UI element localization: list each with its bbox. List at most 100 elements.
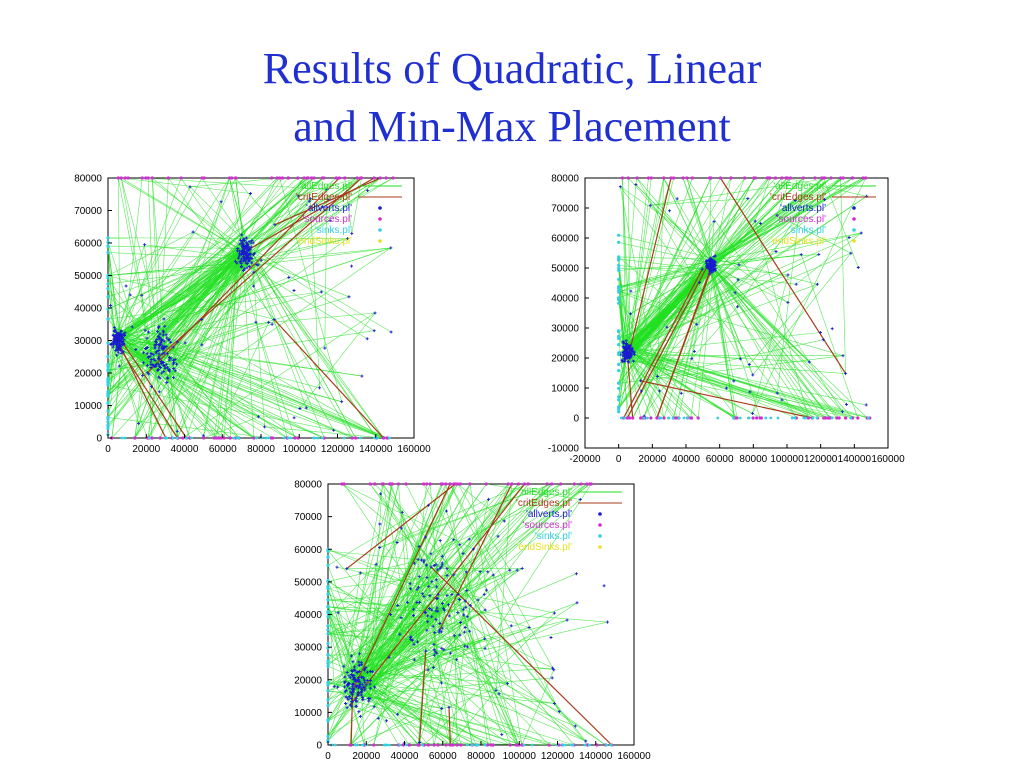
edge-line: [158, 347, 384, 439]
edge-line: [238, 177, 278, 259]
sink-point: [646, 416, 649, 420]
vertex-point: [363, 680, 367, 684]
vertex-point: [372, 705, 376, 709]
source-point: [861, 176, 865, 180]
edge-line: [710, 266, 741, 359]
vertex-point: [400, 510, 404, 514]
vertex-point: [708, 267, 712, 271]
source-point: [655, 416, 659, 420]
edge-line: [486, 483, 581, 500]
source-point: [674, 416, 678, 420]
x-tick-label: 160000: [871, 454, 905, 465]
source-point: [334, 176, 338, 180]
edge-line: [367, 671, 508, 684]
vertex-point: [188, 185, 192, 189]
edge-line: [754, 221, 809, 419]
source-point: [425, 482, 429, 486]
vertex-point: [502, 519, 506, 523]
sink-point: [326, 584, 330, 589]
vertex-point: [411, 614, 415, 617]
edge-line: [117, 177, 182, 351]
vertex-point: [244, 261, 248, 265]
vertex-point: [627, 345, 631, 349]
edge-line: [709, 273, 809, 419]
sink-point: [617, 362, 621, 366]
source-point: [491, 743, 495, 747]
vertex-point: [467, 537, 471, 541]
vertex-point: [241, 249, 245, 253]
vertex-point: [434, 617, 438, 621]
edge-line: [625, 198, 749, 350]
edge-line: [441, 564, 517, 746]
legend-label: 'critEdges.pl': [296, 192, 352, 203]
vertex-point: [665, 325, 669, 329]
vertex-point: [440, 561, 444, 565]
vertex-point: [169, 340, 173, 344]
sink-point: [316, 436, 320, 440]
source-point: [354, 436, 358, 440]
vertex-point: [183, 341, 187, 345]
edge-line: [374, 483, 403, 513]
edge-line: [327, 559, 422, 582]
edge-line: [710, 177, 745, 267]
x-tick-label: 120000: [321, 444, 355, 455]
edge-line: [686, 177, 712, 259]
edge-line: [353, 564, 437, 685]
vertex-point: [273, 223, 277, 227]
vertex-point: [468, 629, 472, 633]
sink-point: [185, 436, 188, 440]
edge-line: [432, 571, 467, 627]
source-point: [202, 176, 206, 180]
vertex-point: [325, 188, 329, 191]
vertex-point: [751, 411, 754, 415]
title-line-2: and Min-Max Placement: [293, 102, 731, 151]
edge-line: [167, 367, 222, 439]
source-point: [166, 176, 170, 180]
sink-point: [790, 416, 794, 420]
edge-line: [712, 268, 810, 363]
edge-line: [189, 186, 248, 245]
sink-point: [617, 257, 621, 261]
sink-point: [354, 743, 357, 747]
vertex-point: [118, 342, 122, 346]
x-tick-label: 40000: [171, 444, 199, 455]
edge-line: [327, 571, 467, 706]
edge-line: [107, 246, 122, 347]
source-point: [396, 482, 401, 486]
sink-point: [617, 233, 621, 237]
edge-line: [710, 177, 841, 262]
vertex-point: [629, 289, 633, 293]
edge-line: [628, 355, 641, 419]
edge-line: [632, 263, 713, 419]
edge-line: [121, 177, 280, 342]
vertex-point: [137, 422, 141, 426]
sink-point: [483, 743, 487, 747]
vertex-point: [751, 373, 755, 377]
vertex-point: [167, 358, 171, 362]
vertex-point: [620, 358, 624, 362]
y-tick-label: 80000: [294, 480, 322, 491]
vertex-point: [257, 415, 261, 419]
vertex-point: [639, 379, 643, 383]
vertex-point: [292, 416, 296, 420]
edge-line: [107, 246, 115, 342]
vertex-point: [434, 563, 438, 567]
vertex-point: [345, 684, 349, 688]
source-point: [508, 743, 512, 747]
vertex-point: [153, 365, 157, 368]
vertex-point: [109, 304, 113, 308]
vertex-point: [385, 719, 388, 723]
vertex-point: [628, 348, 632, 352]
vertex-point: [336, 611, 340, 615]
edge-line: [134, 201, 310, 439]
vertex-point: [422, 594, 426, 598]
edge-line: [708, 220, 756, 269]
vertex-point: [157, 352, 161, 356]
edge-line: [327, 549, 419, 588]
vertex-point: [483, 637, 487, 641]
vertex-point: [354, 704, 358, 708]
edge-line: [362, 627, 530, 698]
legend-label: 'allEdges.pl': [773, 181, 826, 192]
vertex-point: [161, 333, 165, 337]
legend-label: 'sinks.pl': [789, 225, 826, 236]
